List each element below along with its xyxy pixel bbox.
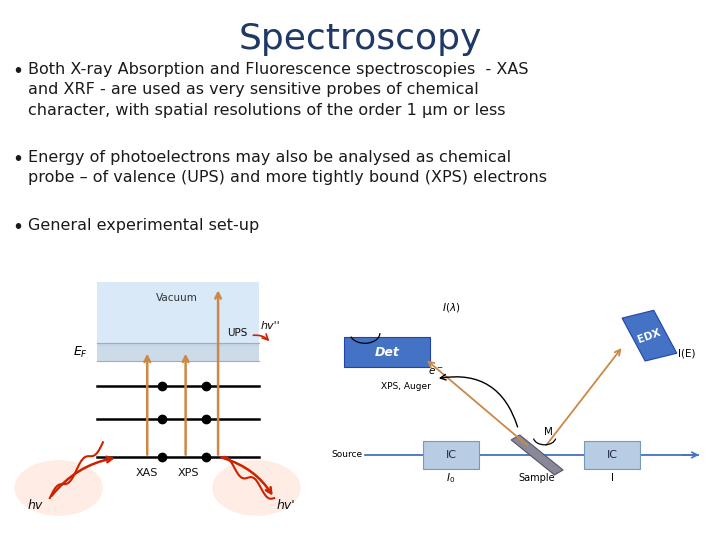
Text: hv: hv <box>27 499 42 512</box>
Text: •: • <box>12 150 23 169</box>
Text: M: M <box>544 427 553 437</box>
FancyBboxPatch shape <box>584 441 640 469</box>
Text: Both X-ray Absorption and Fluorescence spectroscopies  - XAS
and XRF - are used : Both X-ray Absorption and Fluorescence s… <box>28 62 528 118</box>
Text: UPS: UPS <box>227 328 247 338</box>
Text: •: • <box>12 62 23 81</box>
Text: hv': hv' <box>276 499 295 512</box>
Polygon shape <box>511 435 563 475</box>
Text: Spectroscopy: Spectroscopy <box>238 22 482 56</box>
Text: IC: IC <box>446 450 456 460</box>
Text: I: I <box>611 473 613 483</box>
Text: $E_F$: $E_F$ <box>73 345 89 360</box>
Text: Vacuum: Vacuum <box>156 293 198 302</box>
Text: XAS: XAS <box>136 468 158 478</box>
Text: Det: Det <box>375 346 400 359</box>
Text: General experimental set-up: General experimental set-up <box>28 218 259 233</box>
Text: •: • <box>12 218 23 237</box>
Text: hv'': hv'' <box>261 321 281 330</box>
Text: XPS, Auger: XPS, Auger <box>381 382 431 391</box>
Text: IC: IC <box>606 450 618 460</box>
Polygon shape <box>622 310 677 361</box>
FancyBboxPatch shape <box>344 337 431 367</box>
Text: Sample: Sample <box>519 473 555 483</box>
Text: $e^-$: $e^-$ <box>428 366 444 377</box>
FancyBboxPatch shape <box>423 441 479 469</box>
FancyBboxPatch shape <box>97 343 259 361</box>
Text: EDX: EDX <box>636 327 662 345</box>
FancyBboxPatch shape <box>97 282 259 346</box>
Text: Source: Source <box>331 450 362 460</box>
Text: $I_0$: $I_0$ <box>446 471 456 485</box>
Ellipse shape <box>212 460 301 516</box>
Text: $I(\lambda)$: $I(\lambda)$ <box>442 301 460 314</box>
Ellipse shape <box>14 460 103 516</box>
Text: Energy of photoelectrons may also be analysed as chemical
probe – of valence (UP: Energy of photoelectrons may also be ana… <box>28 150 547 185</box>
Text: XPS: XPS <box>178 468 199 478</box>
Text: I(E): I(E) <box>678 348 696 359</box>
